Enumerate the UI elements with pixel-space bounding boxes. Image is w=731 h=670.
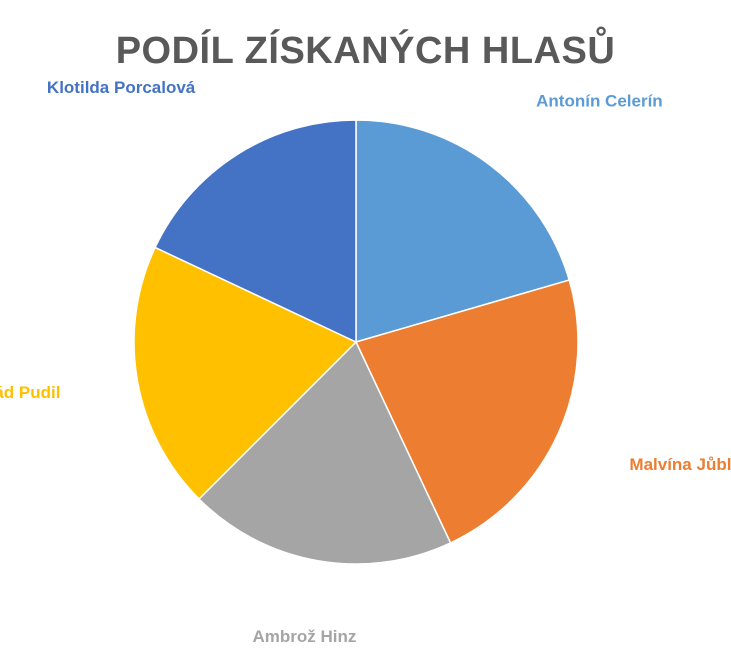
pie-slice-2 [197,340,452,565]
slice-label-2: Ambrož Hinz [252,627,356,646]
slice-label-1: Malvína Jůblová [629,455,731,474]
pie-slice-0 [355,119,571,343]
pie-slices [133,119,579,565]
pie-slice-4 [154,119,357,344]
slice-label-0: Antonín Celerín [536,92,663,111]
slice-label-4: Klotilda Porcalová [47,78,196,97]
pie-slice-1 [354,279,579,544]
chart-title: PODÍL ZÍSKANÝCH HLASŮ [115,30,616,72]
slice-label-3: Konrád Pudil [0,383,60,402]
pie-slice-3 [133,246,358,501]
slice-labels: Antonín Celerín Malvína Jůblová Ambrož Hin… [0,78,731,646]
